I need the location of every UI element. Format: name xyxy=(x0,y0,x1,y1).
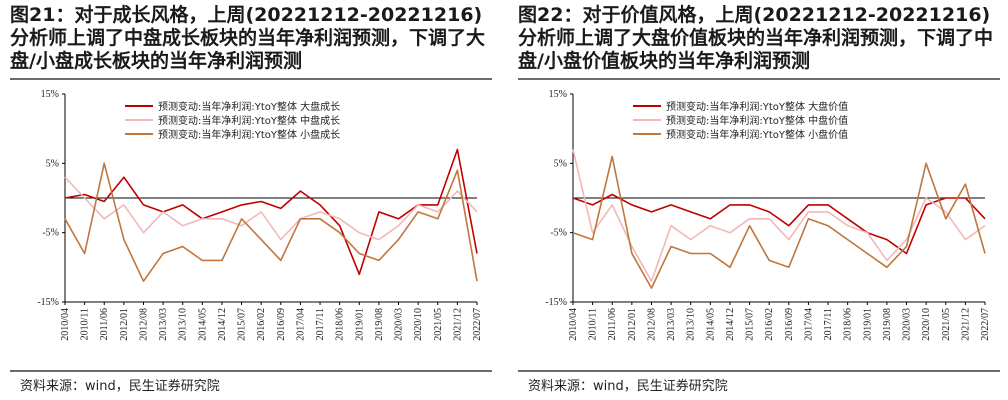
x-tick-label: 2012/08 xyxy=(138,308,149,341)
legend-label: 预测变动:当年净利润:YtoY整体 大盘成长 xyxy=(158,100,340,113)
y-tick-label: -15% xyxy=(545,297,567,308)
x-tick-label: 2022/07 xyxy=(980,308,991,341)
x-tick-label: 2017/11 xyxy=(823,308,834,340)
source-note: 资料来源：wind，民生证券研究院 xyxy=(20,379,220,394)
x-tick-label: 2017/11 xyxy=(315,308,326,340)
x-tick-label: 2021/05 xyxy=(941,308,952,341)
x-tick-label: 2019/08 xyxy=(374,308,385,341)
series-line-3 xyxy=(572,155,986,289)
x-tick-label: 2016/02 xyxy=(764,308,775,341)
x-tick-label: 2013/03 xyxy=(158,308,169,341)
x-tick-label: 2015/07 xyxy=(745,308,756,341)
series-line-2 xyxy=(64,176,478,241)
growth-line-chart: 15% 5% -5% -15%2010/04 2010/11 2011/06 2012/01… xyxy=(37,89,483,341)
series-line-3 xyxy=(64,162,478,282)
title-divider xyxy=(10,78,492,80)
x-tick-label: 2011/06 xyxy=(607,308,618,340)
legend-label: 预测变动:当年净利润:YtoY整体 中盘成长 xyxy=(158,114,340,127)
x-tick-label: 2020/10 xyxy=(413,308,424,341)
y-tick-label: -5% xyxy=(42,228,59,239)
x-tick-label: 2021/12 xyxy=(452,308,463,341)
x-tick-label: 2020/10 xyxy=(921,308,932,341)
x-tick-label: 2021/12 xyxy=(960,308,971,341)
x-tick-label: 2011/06 xyxy=(99,308,110,340)
y-tick-label: 5% xyxy=(46,158,59,169)
series-line-1 xyxy=(64,148,478,276)
y-tick-label: -5% xyxy=(550,228,567,239)
x-tick-label: 2016/09 xyxy=(784,308,795,341)
x-tick-label: 2010/11 xyxy=(80,308,91,340)
x-tick-label: 2020/03 xyxy=(394,308,405,341)
x-tick-label: 2014/12 xyxy=(725,308,736,341)
x-tick-label: 2017/04 xyxy=(803,308,814,341)
title-divider xyxy=(518,78,1000,80)
x-tick-label: 2019/08 xyxy=(882,308,893,341)
chart-title: 图22：对于价值风格，上周(20221212-20221216)分析师上调了大盘… xyxy=(518,4,994,72)
legend-label: 预测变动:当年净利润:YtoY整体 小盘价值 xyxy=(666,128,848,141)
chart-title: 图21：对于成长风格，上周(20221212-20221216)分析师上调了中盘… xyxy=(10,4,486,72)
legend-label: 预测变动:当年净利润:YtoY整体 中盘价值 xyxy=(666,114,848,127)
chart-panel-growth: 图21：对于成长风格，上周(20221212-20221216)分析师上调了中盘… xyxy=(10,0,492,400)
x-tick-label: 2014/05 xyxy=(197,308,208,341)
x-tick-label: 2019/01 xyxy=(862,308,873,341)
x-tick-label: 2022/07 xyxy=(472,308,483,341)
legend-label: 预测变动:当年净利润:YtoY整体 小盘成长 xyxy=(158,128,340,141)
series-line-2 xyxy=(572,149,986,282)
x-tick-label: 2014/05 xyxy=(705,308,716,341)
x-tick-label: 2010/04 xyxy=(568,308,579,341)
x-tick-label: 2013/10 xyxy=(178,308,189,341)
y-tick-label: 15% xyxy=(41,89,59,100)
x-tick-label: 2013/10 xyxy=(686,308,697,341)
x-tick-label: 2021/05 xyxy=(433,308,444,341)
x-tick-label: 2020/03 xyxy=(902,308,913,341)
x-tick-label: 2012/01 xyxy=(627,308,638,341)
x-tick-label: 2014/12 xyxy=(217,308,228,341)
x-tick-label: 2016/02 xyxy=(256,308,267,341)
y-tick-label: -15% xyxy=(37,297,59,308)
source-note: 资料来源：wind，民生证券研究院 xyxy=(528,379,728,394)
x-tick-label: 2017/04 xyxy=(295,308,306,341)
legend-label: 预测变动:当年净利润:YtoY整体 大盘价值 xyxy=(666,100,848,113)
x-tick-label: 2018/06 xyxy=(335,308,346,341)
y-tick-label: 15% xyxy=(549,89,567,100)
x-tick-label: 2010/04 xyxy=(60,308,71,341)
x-tick-label: 2018/06 xyxy=(843,308,854,341)
x-tick-label: 2010/11 xyxy=(588,308,599,340)
chart-panel-value: 图22：对于价值风格，上周(20221212-20221216)分析师上调了大盘… xyxy=(518,0,1000,400)
series-line-1 xyxy=(572,193,986,255)
x-tick-label: 2015/07 xyxy=(237,308,248,341)
x-tick-label: 2012/08 xyxy=(646,308,657,341)
y-tick-label: 5% xyxy=(554,158,567,169)
footer-divider xyxy=(518,370,1000,372)
x-tick-label: 2016/09 xyxy=(276,308,287,341)
x-tick-label: 2012/01 xyxy=(119,308,130,341)
value-line-chart: 15% 5% -5% -15%2010/04 2010/11 2011/06 2012/01… xyxy=(545,89,991,341)
x-tick-label: 2019/01 xyxy=(354,308,365,341)
footer-divider xyxy=(10,370,492,372)
x-tick-label: 2013/03 xyxy=(666,308,677,341)
